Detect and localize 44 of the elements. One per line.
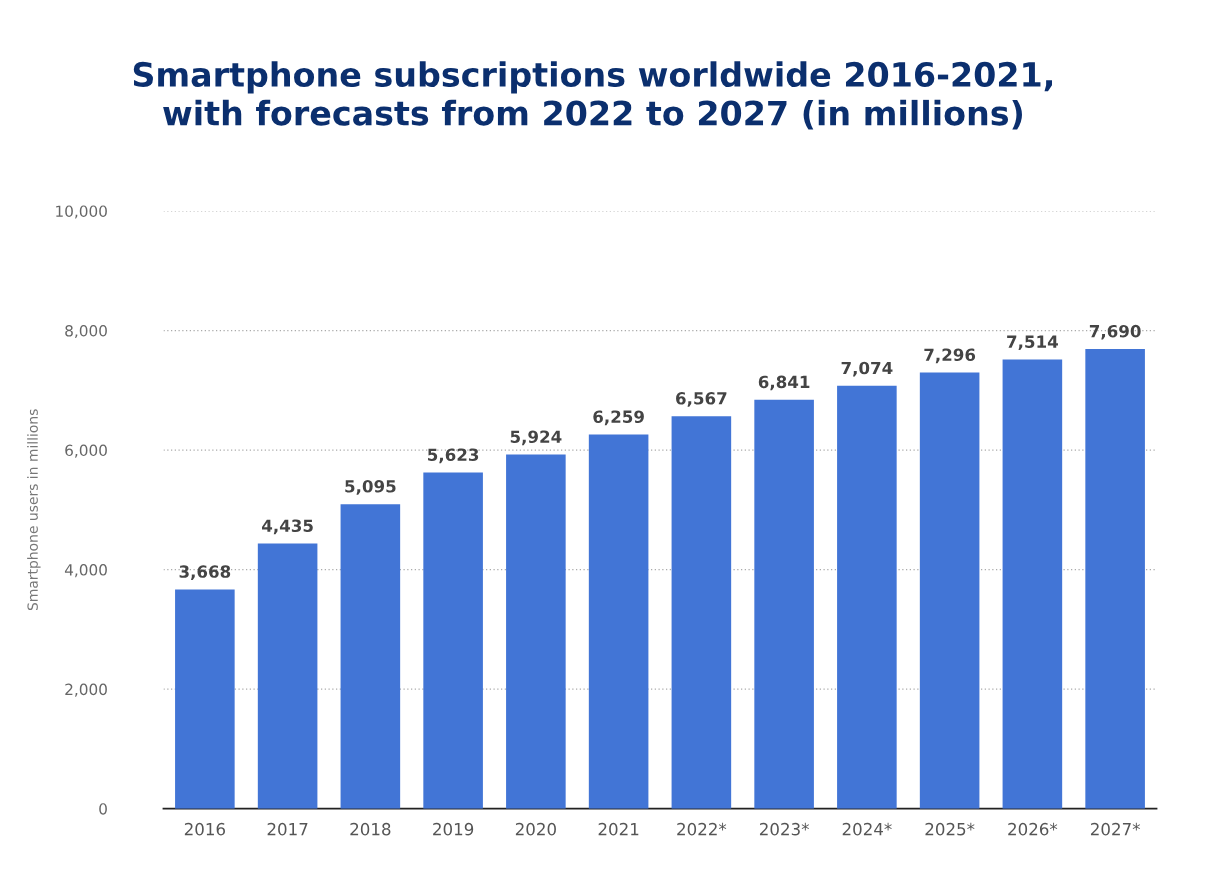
x-tick-label: 2025* [925,822,975,836]
bar [506,454,566,809]
x-tick-label: 2019 [433,822,474,836]
data-label: 7,296 [924,348,976,364]
bar [1085,349,1145,809]
data-label: 7,514 [1007,335,1058,351]
bar [1002,359,1063,809]
x-tick-label: 2017 [267,822,308,836]
x-tick-label: 2018 [350,822,391,836]
bar [671,416,732,809]
data-label: 5,924 [510,430,562,446]
y-tick-label: 2,000 [65,683,107,697]
y-tick-label: 6,000 [65,444,107,458]
y-tick-label: 4,000 [64,564,107,578]
data-label: 6,259 [593,410,644,426]
y-tick-label: 8,000 [65,324,107,339]
x-tick-label: 2024* [842,822,892,836]
bar [837,385,897,809]
data-label: 6,567 [676,392,727,407]
bar [340,504,401,809]
x-tick-label: 2023* [759,822,809,836]
chart-title: Smartphone subscriptions worldwide 2016-2021, with forecasts from 2022 to 2027 (in millions) [133,61,1052,130]
data-label: 7,690 [1089,324,1141,340]
data-label: 5,623 [428,448,479,464]
data-label: 4,435 [262,519,313,535]
x-tick-label: 2022* [677,822,727,836]
x-tick-label: 2016 [184,822,226,836]
bar [588,434,649,809]
bar [423,472,483,809]
bar [754,399,814,809]
data-label: 3,668 [179,565,231,580]
data-label: 7,074 [841,361,893,377]
bar [919,372,980,809]
y-axis-title: Smartphone users in millions [27,409,41,611]
bar [257,543,318,809]
y-tick-label: 0 [99,803,107,815]
data-label: 5,095 [345,479,396,495]
x-tick-label: 2021 [598,822,639,836]
bar [175,589,235,809]
data-label: 6,841 [758,375,810,391]
x-tick-label: 2026* [1008,822,1058,836]
x-tick-label: 2027* [1090,822,1141,836]
x-tick-label: 2020 [515,822,556,836]
y-tick-label: 10,000 [56,205,107,219]
